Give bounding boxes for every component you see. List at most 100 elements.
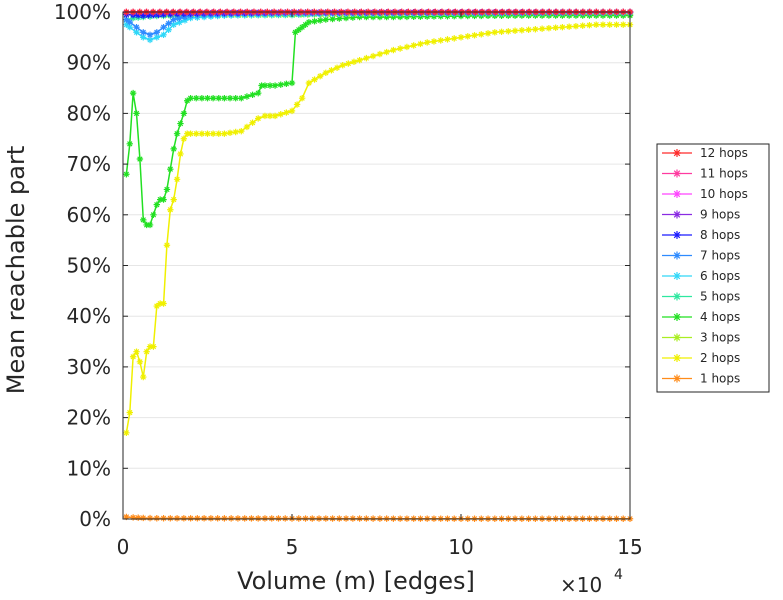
data-point-marker xyxy=(204,130,211,137)
data-point-marker xyxy=(271,82,279,89)
marker-star xyxy=(123,16,130,23)
data-point-marker xyxy=(241,515,248,522)
marker-star xyxy=(184,130,191,137)
data-point-marker xyxy=(170,145,177,153)
data-point-marker xyxy=(160,31,167,39)
marker-star xyxy=(261,82,269,89)
data-point-marker xyxy=(234,515,242,522)
data-point-marker xyxy=(565,23,573,30)
marker-star xyxy=(302,21,309,28)
marker-star xyxy=(221,94,228,102)
marker-star xyxy=(376,50,384,58)
data-point-marker xyxy=(673,374,681,383)
marker-star xyxy=(140,216,147,224)
data-point-marker xyxy=(369,13,377,21)
data-point-marker xyxy=(133,110,140,117)
marker-star xyxy=(491,29,498,36)
data-point-marker xyxy=(498,28,505,35)
data-point-marker xyxy=(226,94,234,102)
marker-star xyxy=(311,18,318,25)
data-point-marker xyxy=(146,221,154,229)
data-point-marker xyxy=(170,21,177,28)
data-point-marker xyxy=(266,82,274,89)
data-point-marker xyxy=(180,135,188,142)
marker-star xyxy=(266,82,274,89)
marker-star xyxy=(525,26,532,33)
marker-star xyxy=(160,515,167,522)
data-point-marker xyxy=(123,21,130,28)
data-point-marker xyxy=(288,79,296,87)
marker-star xyxy=(430,38,438,45)
marker-star xyxy=(160,24,167,31)
data-point-marker xyxy=(258,82,265,89)
data-point-marker xyxy=(140,12,147,19)
data-point-marker xyxy=(673,251,681,260)
marker-star xyxy=(277,81,284,88)
data-point-marker xyxy=(133,348,140,355)
data-point-marker xyxy=(160,11,167,18)
data-point-marker xyxy=(227,515,235,522)
data-point-marker xyxy=(187,130,194,137)
marker-star xyxy=(129,514,137,521)
data-point-marker xyxy=(209,130,217,137)
data-point-marker xyxy=(283,109,290,116)
data-point-marker xyxy=(176,19,183,26)
marker-star xyxy=(140,514,147,522)
marker-star xyxy=(268,515,275,522)
data-point-marker xyxy=(181,17,189,24)
marker-star xyxy=(214,515,221,522)
marker-star xyxy=(275,515,282,522)
x-tick-label: 10 xyxy=(448,535,473,559)
data-point-marker xyxy=(390,46,397,54)
data-point-marker xyxy=(129,514,137,521)
legend-item: 9 hops xyxy=(662,208,740,222)
data-point-marker xyxy=(673,231,681,239)
data-point-marker xyxy=(140,216,147,224)
data-point-marker xyxy=(123,16,130,23)
data-point-marker xyxy=(146,31,154,39)
data-point-marker xyxy=(156,196,164,203)
marker-star xyxy=(126,24,133,31)
marker-star xyxy=(198,130,206,137)
data-point-marker xyxy=(255,89,262,97)
data-point-marker xyxy=(350,58,358,66)
data-point-marker xyxy=(305,18,313,26)
x-multiplier-base: ×10 xyxy=(560,573,602,597)
x-axis-ticks: 0 5 10 15 xyxy=(117,12,643,559)
data-point-marker xyxy=(322,69,329,77)
y-tick-label: 80% xyxy=(67,101,111,125)
marker-star xyxy=(204,94,211,102)
series-line xyxy=(125,14,630,226)
marker-star xyxy=(170,21,177,28)
legend-item: 3 hops xyxy=(662,331,740,345)
data-point-marker xyxy=(277,81,284,88)
data-point-marker xyxy=(363,13,370,21)
data-point-marker xyxy=(376,13,384,21)
marker-star xyxy=(135,12,142,19)
marker-star xyxy=(390,46,397,54)
marker-star xyxy=(181,13,189,21)
data-point-marker xyxy=(129,89,137,97)
data-point-marker xyxy=(176,15,183,22)
data-point-marker xyxy=(293,101,301,108)
marker-star xyxy=(518,27,526,34)
legend-label: 4 hops xyxy=(700,310,740,324)
marker-star xyxy=(424,39,431,46)
marker-star xyxy=(145,12,152,19)
marker-star xyxy=(133,110,140,117)
marker-star xyxy=(311,76,318,83)
marker-star xyxy=(180,10,188,17)
y-tick-label: 50% xyxy=(67,254,111,278)
data-point-marker xyxy=(221,130,228,137)
y-tick-label: 40% xyxy=(67,304,111,328)
marker-star xyxy=(586,21,593,29)
marker-star xyxy=(153,34,160,41)
marker-star xyxy=(552,24,559,31)
marker-star xyxy=(136,358,144,366)
grid-lines xyxy=(123,11,630,520)
marker-star xyxy=(673,169,681,178)
data-point-marker xyxy=(184,130,191,137)
data-point-marker xyxy=(145,12,152,19)
data-point-marker xyxy=(133,29,140,36)
marker-star xyxy=(153,515,160,522)
